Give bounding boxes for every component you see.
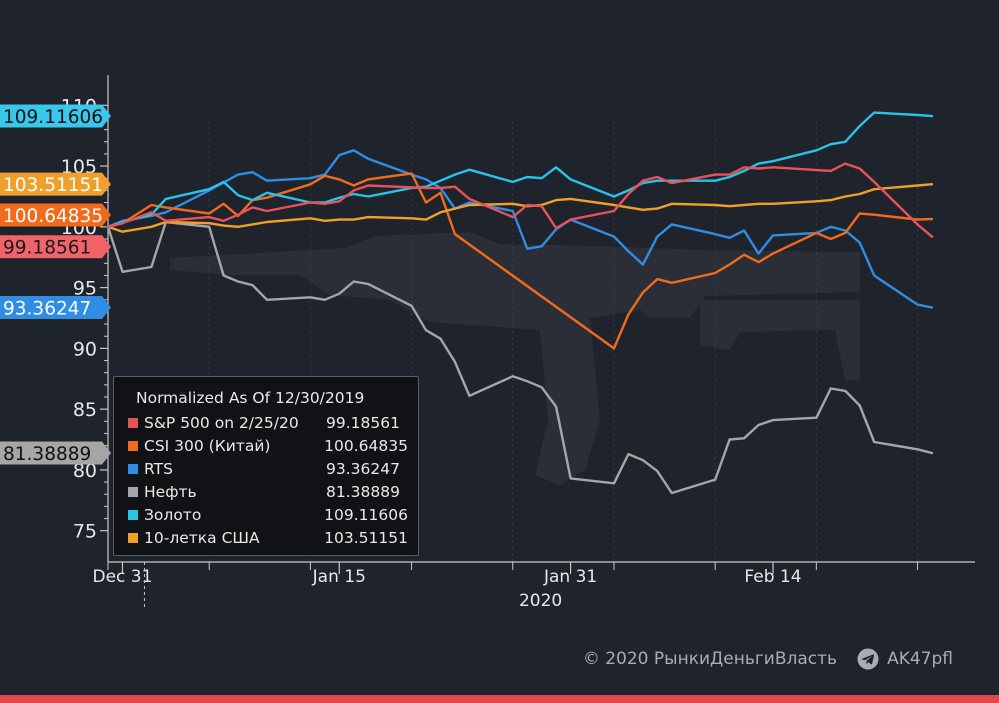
legend-series-name: RTS — [144, 459, 173, 478]
legend-series-value: 100.64835 — [324, 436, 408, 455]
legend-series-name: CSI 300 (Китай) — [144, 436, 271, 455]
legend-swatch — [128, 417, 138, 428]
last-value-tag: 93.36247 — [0, 296, 111, 320]
legend-swatch — [128, 440, 138, 451]
legend-series-name: Нефть — [144, 482, 197, 501]
series-line-нефть — [106, 220, 934, 495]
legend-item: CSI 300 (Китай) 100.64835 — [128, 434, 408, 457]
legend-series-value: 109.11606 — [324, 505, 408, 524]
last-value-tag: 81.38889 — [0, 441, 111, 465]
telegram-icon — [857, 648, 879, 670]
copyright-text: © 2020 РынкиДеньгиВласть — [582, 649, 838, 669]
y-tick-label: 85 — [73, 399, 97, 421]
y-tick-label: 75 — [73, 521, 97, 543]
x-tick-label: Jan 31 — [543, 567, 597, 587]
last-value-tag-shape — [0, 441, 111, 465]
last-value-tag: 103.51151 — [0, 172, 111, 196]
last-value-tag-shape — [0, 203, 111, 227]
legend: Normalized As Of 12/30/2019 S&P 500 on 2… — [113, 376, 419, 556]
last-value-tags: 109.11606 103.51151 100.64835 99.18561 93.36… — [0, 104, 111, 465]
legend-item: Золото 109.11606 — [128, 503, 408, 526]
legend-swatch — [128, 509, 138, 520]
last-value-tag-text: 93.36247 — [3, 299, 91, 320]
last-value-tag-shape — [0, 104, 111, 128]
legend-series-name: 10-летка США — [144, 528, 260, 547]
last-value-tag: 109.11606 — [0, 104, 111, 128]
x-tick-label: Jan 15 — [312, 567, 366, 587]
y-tick-label: 95 — [73, 278, 97, 300]
legend-item: RTS 93.36247 — [128, 457, 408, 480]
last-value-tag-shape — [0, 296, 111, 320]
last-value-tag-text: 103.51151 — [3, 175, 103, 196]
legend-item: Нефть 81.38889 — [128, 480, 408, 503]
last-value-tag-text: 109.11606 — [3, 107, 103, 128]
series-line-rts — [106, 149, 934, 309]
series-lines — [106, 111, 934, 495]
series-line-csi-300-китай- — [106, 172, 934, 350]
x-tick-label: Feb 14 — [744, 567, 801, 587]
series-line-s-p-500-on-2-25-20 — [106, 162, 934, 238]
series-line-золото — [106, 111, 934, 229]
y-tick-label: 80 — [73, 460, 97, 482]
telegram-handle: AK47pfl — [887, 649, 953, 669]
last-value-tag-shape — [0, 235, 111, 259]
legend-series-value: 93.36247 — [326, 459, 400, 478]
legend-series-value: 81.38889 — [326, 482, 400, 501]
legend-item: S&P 500 on 2/25/20 99.18561 — [128, 411, 408, 434]
legend-item: 10-летка США 103.51151 — [128, 526, 408, 549]
legend-title: Normalized As Of 12/30/2019 — [136, 389, 365, 407]
last-value-tag-shape — [0, 172, 111, 196]
series-line-10-летка-сша — [106, 182, 934, 233]
y-tick-label: 105 — [61, 156, 97, 178]
bottom-accent-bar — [0, 695, 999, 703]
legend-rows: S&P 500 on 2/25/20 99.18561 CSI 300 (Китай… — [128, 411, 408, 549]
legend-series-value: 103.51151 — [324, 528, 408, 547]
y-tick-label: 90 — [73, 338, 97, 360]
credits: © 2020 РынкиДеньгиВласть AK47pfl — [583, 648, 953, 670]
last-value-tag: 100.64835 — [0, 203, 111, 227]
last-value-tag-text: 100.64835 — [3, 206, 103, 227]
last-value-tag-text: 99.18561 — [3, 238, 91, 259]
legend-series-value: 99.18561 — [326, 413, 400, 432]
x-year-label: 2020 — [519, 591, 562, 611]
legend-series-name: S&P 500 on 2/25/20 — [144, 413, 299, 432]
legend-swatch — [128, 532, 138, 543]
legend-swatch — [128, 463, 138, 474]
last-value-tag: 99.18561 — [0, 235, 111, 259]
legend-series-name: Золото — [144, 505, 202, 524]
x-tick-label: Dec 31 — [92, 567, 152, 587]
watermark-rifle-icon — [170, 232, 860, 485]
last-value-tag-text: 81.38889 — [3, 444, 91, 465]
legend-swatch — [128, 486, 138, 497]
